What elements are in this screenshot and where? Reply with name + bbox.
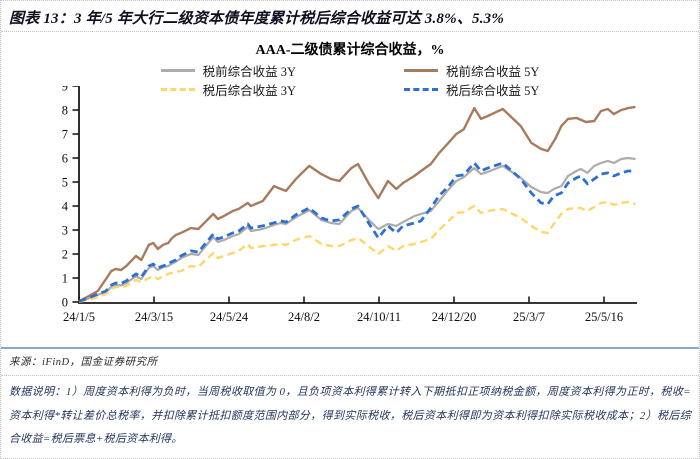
x-tick-label: 24/5/24 [210,310,249,324]
y-tick-label: 8 [62,104,68,118]
y-tick-label: 4 [62,200,69,214]
yield-line-chart: 0 1 2 3 4 5 6 7 8 9 24/1/5 24/3/15 24/5/24 24/8/2 24/1… [62,86,637,324]
x-tick-label: 25/3/7 [513,310,545,324]
y-tick-label: 6 [62,152,68,166]
data-notes: 数据说明：1）周度资本利得为负时，当周税收取值为 0，且负项资本利得累计转入下期… [9,386,691,445]
legend-label: 税前综合收益 5Y [446,65,540,79]
y-tick-label: 7 [62,128,68,142]
legend-item-税后综合收益 3Y: 税后综合收益 3Y [160,82,296,98]
legend-swatch [160,88,195,91]
x-tick-label: 24/12/20 [432,310,476,324]
legend-swatch [404,88,438,91]
chart-legend: 税前综合收益 3Y 税前综合收益 5Y 税后综合收益 3Y 税后综合收益 5Y [1,63,699,98]
y-tick-label: 0 [62,296,68,310]
legend-item-税前综合收益 3Y: 税前综合收益 3Y [160,63,296,79]
legend-label: 税前综合收益 3Y [202,65,296,79]
y-tick-label: 5 [62,176,68,190]
x-tick-label: 24/1/5 [63,310,95,324]
legend-item-税前综合收益 5Y: 税前综合收益 5Y [404,63,540,79]
legend-swatch [160,69,195,72]
source-line: 来源：iFinD，国金证券研究所 [9,357,158,368]
chart-bottom-rule [1,347,699,349]
series-line-税前综合收益 3Y [78,156,636,303]
x-tick-label: 24/10/11 [357,310,401,324]
x-tick-label: 24/3/15 [135,310,173,324]
x-tick-label: 25/5/16 [585,310,623,324]
y-tick-label: 3 [62,224,68,238]
series-line-税后综合收益 5Y [78,161,636,303]
chart-title: AAA-二级债累计综合收益，% [255,43,445,58]
series-line-税前综合收益 5Y [78,105,636,303]
y-tick-label: 2 [62,248,68,262]
legend-label: 税后综合收益 5Y [446,84,540,98]
source-divider [1,375,699,376]
legend-item-税后综合收益 5Y: 税后综合收益 5Y [404,82,540,98]
figure-header: 图表 13：3 年/5 年大行二级资本债年度累计税后综合收益可达 3.8%、5.… [9,11,505,27]
y-tick-label: 1 [62,272,68,286]
x-tick-label: 24/8/2 [288,310,320,324]
header-divider [1,31,699,32]
legend-swatch [404,69,438,72]
legend-label: 税后综合收益 3Y [202,84,296,98]
series-line-税后综合收益 3Y [78,200,636,303]
y-tick-label: 9 [62,86,68,94]
